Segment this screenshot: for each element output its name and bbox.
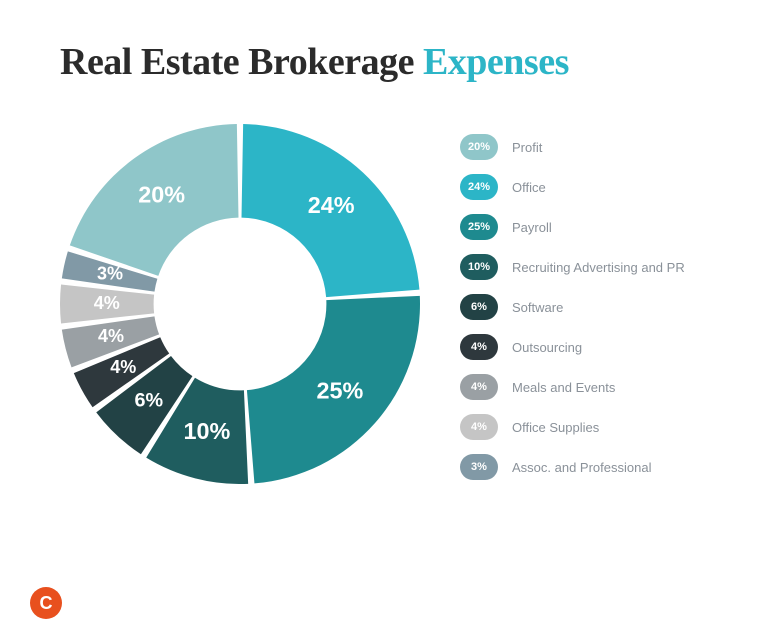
legend-item: 3% Assoc. and Professional	[460, 454, 685, 480]
legend-label: Software	[512, 300, 563, 315]
slice-label: 6%	[135, 389, 164, 411]
legend-label: Office	[512, 180, 546, 195]
legend-badge: 24%	[460, 174, 498, 200]
brand-logo: C	[30, 587, 62, 619]
legend-item: 6% Software	[460, 294, 685, 320]
legend-label: Profit	[512, 140, 542, 155]
legend-badge: 25%	[460, 214, 498, 240]
legend-label: Meals and Events	[512, 380, 615, 395]
slice-label: 25%	[317, 377, 364, 403]
legend-label: Payroll	[512, 220, 552, 235]
legend-badge: 4%	[460, 334, 498, 360]
content-row: 24% 25% 10% 6% 4% 4% 4% 3% 20% 20% Profit 24% Offic…	[60, 104, 708, 494]
donut-svg: 24% 25% 10% 6% 4% 4% 4% 3% 20%	[60, 124, 420, 484]
slice-label: 24%	[308, 192, 355, 218]
legend-label: Recruiting Advertising and PR	[512, 260, 685, 275]
legend-label: Outsourcing	[512, 340, 582, 355]
legend-item: 20% Profit	[460, 134, 685, 160]
slice-label: 3%	[97, 264, 123, 284]
legend-badge: 4%	[460, 374, 498, 400]
title-main: Real Estate Brokerage	[60, 41, 423, 83]
legend-badge: 10%	[460, 254, 498, 280]
legend-item: 4% Meals and Events	[460, 374, 685, 400]
slice-label: 4%	[98, 326, 124, 346]
legend-item: 10% Recruiting Advertising and PR	[460, 254, 685, 280]
slice-label: 4%	[94, 293, 120, 313]
slice-label: 20%	[138, 181, 185, 207]
legend-item: 25% Payroll	[460, 214, 685, 240]
legend-item: 4% Office Supplies	[460, 414, 685, 440]
legend-badge: 3%	[460, 454, 498, 480]
legend: 20% Profit 24% Office 25% Payroll 10% Recruitin…	[460, 134, 685, 494]
legend-label: Office Supplies	[512, 420, 599, 435]
page-title: Real Estate Brokerage Expenses	[60, 40, 708, 84]
legend-item: 4% Outsourcing	[460, 334, 685, 360]
slice-label: 10%	[183, 418, 230, 444]
legend-badge: 6%	[460, 294, 498, 320]
infographic-container: Real Estate Brokerage Expenses 24% 25% 10%…	[0, 0, 768, 639]
brand-logo-letter: C	[40, 593, 53, 614]
legend-item: 24% Office	[460, 174, 685, 200]
donut-chart: 24% 25% 10% 6% 4% 4% 4% 3% 20%	[60, 124, 420, 484]
legend-badge: 20%	[460, 134, 498, 160]
slice-label: 4%	[110, 357, 136, 377]
legend-badge: 4%	[460, 414, 498, 440]
title-accent: Expenses	[423, 41, 569, 83]
legend-label: Assoc. and Professional	[512, 460, 651, 475]
